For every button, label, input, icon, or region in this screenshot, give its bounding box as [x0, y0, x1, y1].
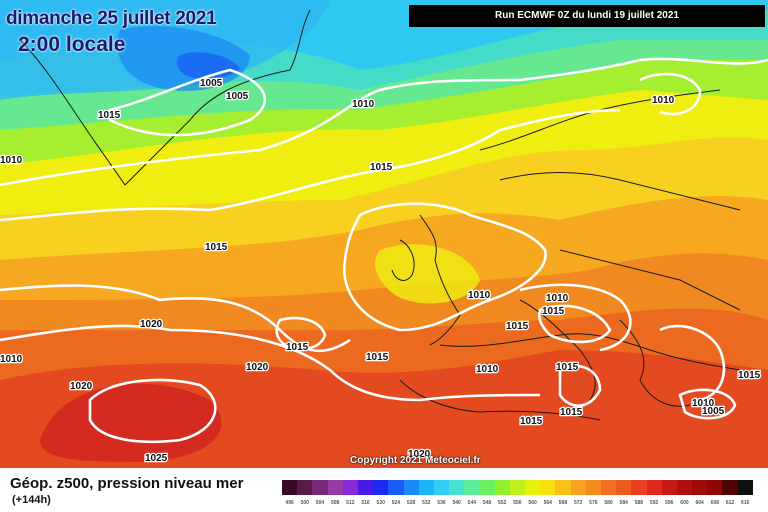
scale-value: 536: [437, 500, 446, 506]
scale-swatch: [646, 480, 662, 495]
scale-value: 508: [330, 500, 340, 506]
scale-swatch: [373, 480, 389, 495]
scale-swatch: [585, 480, 601, 495]
scale-value: 552: [498, 500, 507, 506]
scale-swatch: [570, 480, 586, 495]
scale-swatch: [464, 480, 480, 495]
scale-swatch: [327, 480, 343, 495]
scale-value: 548: [482, 500, 492, 506]
pressure-label: 1010: [546, 293, 569, 304]
pressure-label: 1015: [520, 416, 543, 427]
scale-value: 500: [300, 500, 309, 506]
pressure-label: 1015: [556, 362, 579, 373]
scale-value: 544: [467, 500, 477, 506]
scale-value: 576: [589, 500, 598, 506]
pressure-label: 1010: [476, 364, 499, 375]
scale-swatch: [692, 480, 708, 495]
scale-swatch: [494, 480, 510, 495]
scale-swatch: [631, 480, 647, 495]
scale-value: 540: [452, 500, 461, 506]
scale-value: 512: [346, 500, 355, 506]
scale-swatch: [600, 480, 617, 495]
scale-value: 532: [422, 500, 431, 506]
scale-swatch: [525, 480, 541, 495]
legend-title: Géop. z500, pression niveau mer: [10, 475, 244, 492]
scale-swatch: [616, 480, 632, 495]
scale-value: 616: [741, 500, 750, 506]
scale-swatch: [403, 480, 419, 495]
scale-value: 584: [619, 500, 628, 506]
pressure-label: 1005: [226, 91, 249, 102]
pressure-label: 1015: [366, 352, 389, 363]
pressure-label: 1020: [140, 319, 163, 330]
scale-value: 516: [361, 500, 370, 506]
scale-value: 560: [528, 500, 537, 506]
scale-value: 572: [573, 500, 583, 506]
scale-value: 600: [680, 500, 689, 506]
pressure-label: 1015: [542, 306, 565, 317]
scale-value: 580: [604, 500, 613, 506]
scale-value: 604: [695, 500, 704, 506]
pressure-label: 1010: [468, 290, 491, 301]
scale-value: 612: [725, 500, 735, 506]
scale-swatch: [297, 480, 313, 495]
lead-time: (+144h): [12, 494, 51, 506]
scale-swatch: [357, 480, 374, 495]
weather-map: 1005 1005 1015 1010 1010 1010 1015 1015 …: [0, 0, 768, 468]
scale-swatch: [737, 480, 753, 495]
scale-value: 496: [285, 500, 294, 506]
pressure-label: 1015: [205, 242, 228, 253]
scale-swatch: [540, 480, 556, 495]
forecast-date: dimanche 25 juillet 2021: [6, 8, 217, 29]
scale-swatch: [433, 480, 450, 495]
pressure-label: 1020: [408, 449, 431, 460]
scale-swatch: [479, 480, 495, 495]
scale-swatch: [661, 480, 677, 495]
scale-value: 564: [543, 500, 552, 506]
scale-swatch: [342, 480, 358, 495]
pressure-label: 1010: [652, 95, 675, 106]
forecast-time: 2:00 locale: [18, 33, 126, 56]
pressure-label: 1015: [286, 342, 309, 353]
scale-swatch: [449, 480, 465, 495]
pressure-label: 1010: [0, 354, 23, 365]
pressure-label: 1020: [70, 381, 93, 392]
scale-value: 504: [315, 500, 325, 506]
scale-swatch: [282, 480, 298, 495]
scale-swatch: [509, 480, 525, 495]
pressure-label: 1015: [738, 370, 761, 381]
pressure-label: 1005: [702, 406, 725, 417]
scale-swatch: [312, 480, 328, 495]
pressure-label: 1025: [145, 453, 168, 464]
scale-swatch: [418, 480, 434, 495]
scale-value: 588: [634, 500, 644, 506]
scale-value: 568: [558, 500, 568, 506]
scale-value: 596: [665, 500, 674, 506]
pressure-label: 1005: [200, 78, 223, 89]
scale-value: 528: [406, 500, 416, 506]
scale-value: 556: [513, 500, 522, 506]
scale-swatch: [722, 480, 738, 495]
scale-swatch: [388, 480, 404, 495]
legend-panel: Géop. z500, pression niveau mer (+144h) …: [0, 468, 768, 512]
pressure-label: 1015: [98, 110, 121, 121]
pressure-label: 1015: [370, 162, 393, 173]
model-run-label: Run ECMWF 0Z du lundi 19 juillet 2021: [409, 5, 765, 27]
pressure-label: 1010: [692, 398, 715, 409]
pressure-label: 1010: [352, 99, 375, 110]
scale-value: 524: [391, 500, 401, 506]
pressure-label: 1010: [0, 155, 23, 166]
pressure-label: 1020: [246, 362, 269, 373]
scale-value: 608: [710, 500, 720, 506]
scale-value: 592: [649, 500, 659, 506]
pressure-label: 1015: [560, 407, 583, 418]
scale-swatch: [676, 480, 693, 495]
color-scale-labels: 496 500 504 508 512 516 520 524 528 532 536 540 544 5…: [282, 500, 753, 506]
scale-value: 520: [376, 500, 385, 506]
scale-swatch: [707, 480, 723, 495]
pressure-label: 1015: [506, 321, 529, 332]
scale-swatch: [555, 480, 571, 495]
color-scale: [282, 480, 753, 495]
copyright-text: Copyright 2021 Meteociel.fr: [350, 455, 481, 466]
